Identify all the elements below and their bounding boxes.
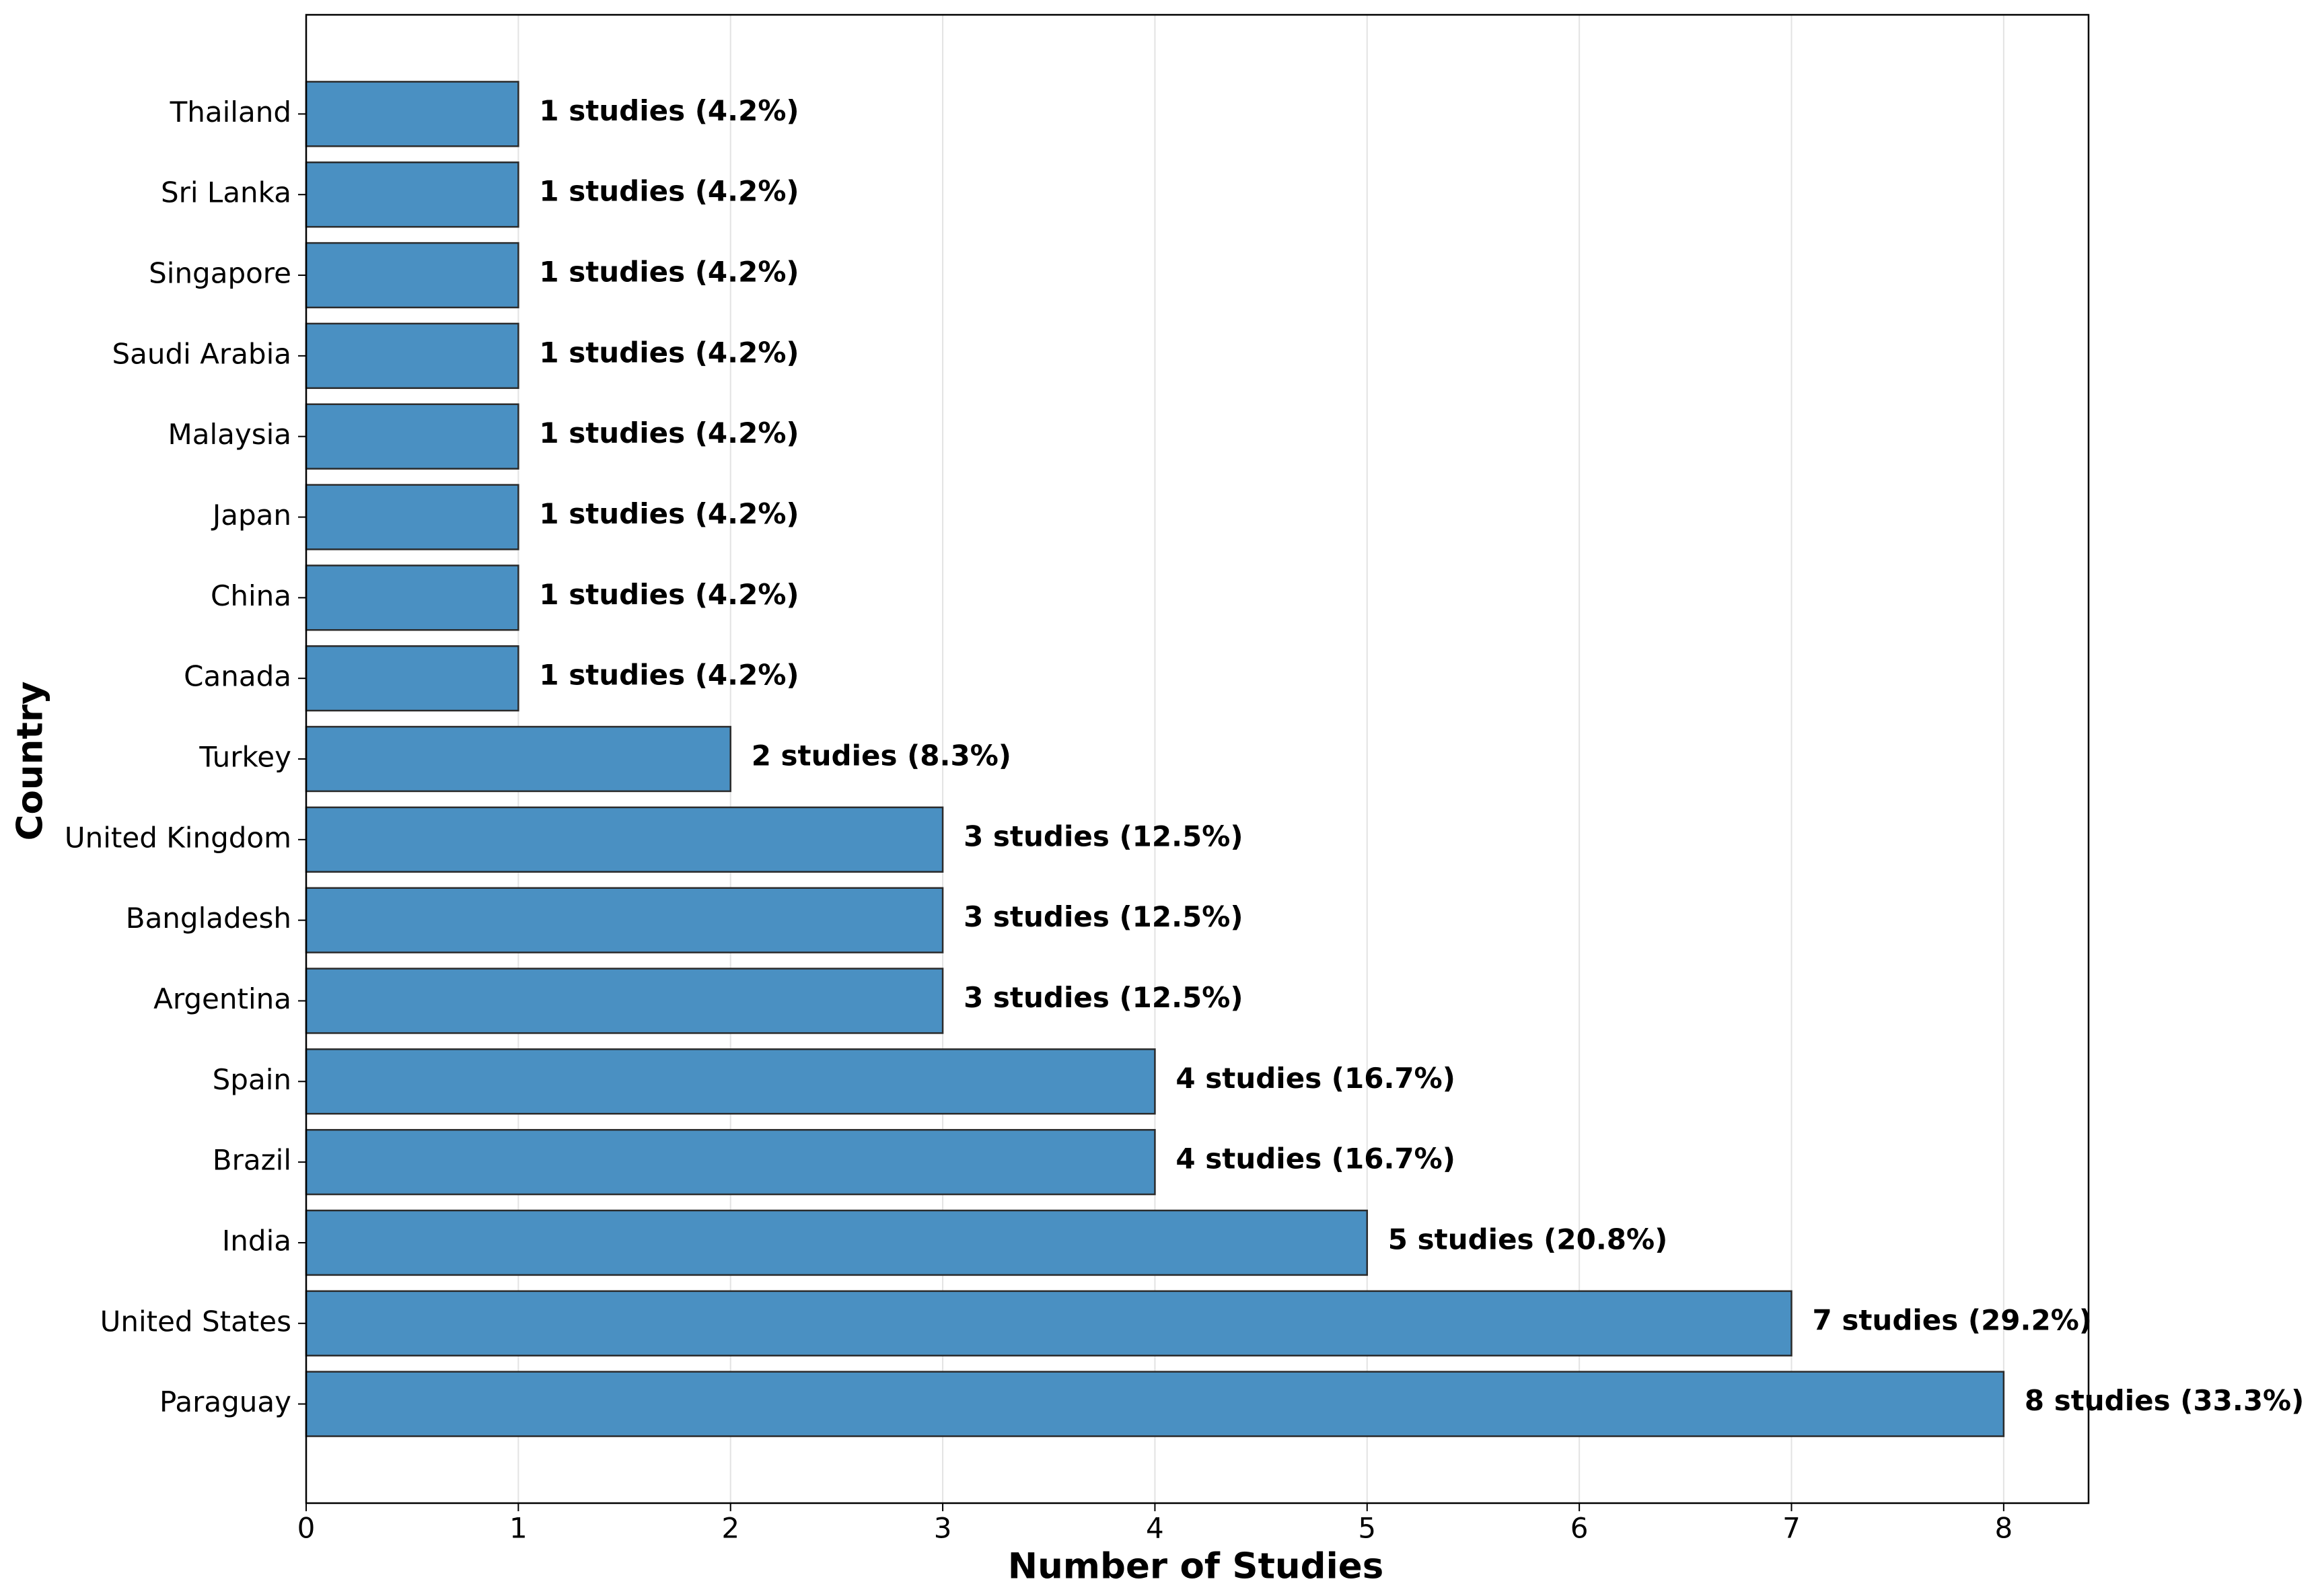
bar [305,645,519,712]
bar [305,322,519,390]
x-tick-label: 0 [297,1512,316,1545]
bar [305,1128,1156,1196]
value-label: 1 studies (4.2%) [539,416,799,449]
bar [305,242,519,309]
value-label: 3 studies (12.5%) [964,900,1243,933]
y-tick-label: Singapore [149,257,291,290]
y-tick-label: Bangladesh [126,902,291,935]
x-tick-label: 3 [934,1512,952,1545]
y-tick-label: Spain [213,1063,291,1096]
x-tick-label: 2 [721,1512,739,1545]
value-label: 4 studies (16.7%) [1175,1062,1455,1095]
y-tick-label: Saudi Arabia [112,337,292,370]
bar [305,403,519,470]
value-label: 2 studies (8.3%) [752,739,1011,772]
bar [305,887,944,953]
value-label: 3 studies (12.5%) [964,981,1243,1014]
x-axis-label: Number of Studies [1008,1546,1384,1587]
x-tick-label: 7 [1782,1512,1801,1545]
bar [305,1209,1369,1276]
y-tick-label: India [222,1224,291,1257]
bar [305,1290,1792,1356]
y-tick-label: China [211,579,291,612]
value-label: 1 studies (4.2%) [539,256,799,289]
value-label: 1 studies (4.2%) [539,94,799,127]
bar [305,806,944,873]
y-tick-label: Canada [184,660,291,693]
value-label: 3 studies (12.5%) [964,820,1243,853]
bar [305,725,731,793]
value-label: 1 studies (4.2%) [539,659,799,692]
bar [305,81,519,147]
y-tick-label: Malaysia [168,418,291,451]
y-tick-label: Japan [211,499,291,532]
y-tick-label: Thailand [170,96,291,129]
y-tick-label: Brazil [213,1144,291,1177]
value-label: 7 studies (29.2%) [1813,1303,2093,1336]
y-tick-label: United States [100,1305,291,1338]
x-tick-label: 6 [1570,1512,1589,1545]
value-label: 1 studies (4.2%) [539,497,799,530]
value-label: 1 studies (4.2%) [539,578,799,611]
bar [305,1371,2005,1437]
y-tick-label: United Kingdom [65,821,291,854]
x-tick-label: 1 [509,1512,528,1545]
value-label: 1 studies (4.2%) [539,336,799,369]
y-tick-label: Turkey [198,741,291,774]
value-label: 1 studies (4.2%) [539,175,799,208]
bar [305,1048,1156,1115]
bar [305,161,519,228]
bar [305,968,944,1034]
x-tick-label: 8 [1994,1512,2013,1545]
bar [305,484,519,550]
plot-frame [305,13,2090,1504]
value-label: 4 studies (16.7%) [1175,1142,1455,1175]
y-tick-label: Argentina [153,982,291,1015]
x-tick-label: 4 [1146,1512,1164,1545]
value-label: 5 studies (20.8%) [1388,1223,1668,1256]
y-tick-label: Paraguay [159,1385,291,1418]
bar [305,565,519,631]
x-tick-label: 5 [1358,1512,1376,1545]
y-tick-label: Sri Lanka [161,176,291,209]
y-axis-label: Country [10,682,51,841]
value-label: 8 studies (33.3%) [2025,1384,2305,1417]
